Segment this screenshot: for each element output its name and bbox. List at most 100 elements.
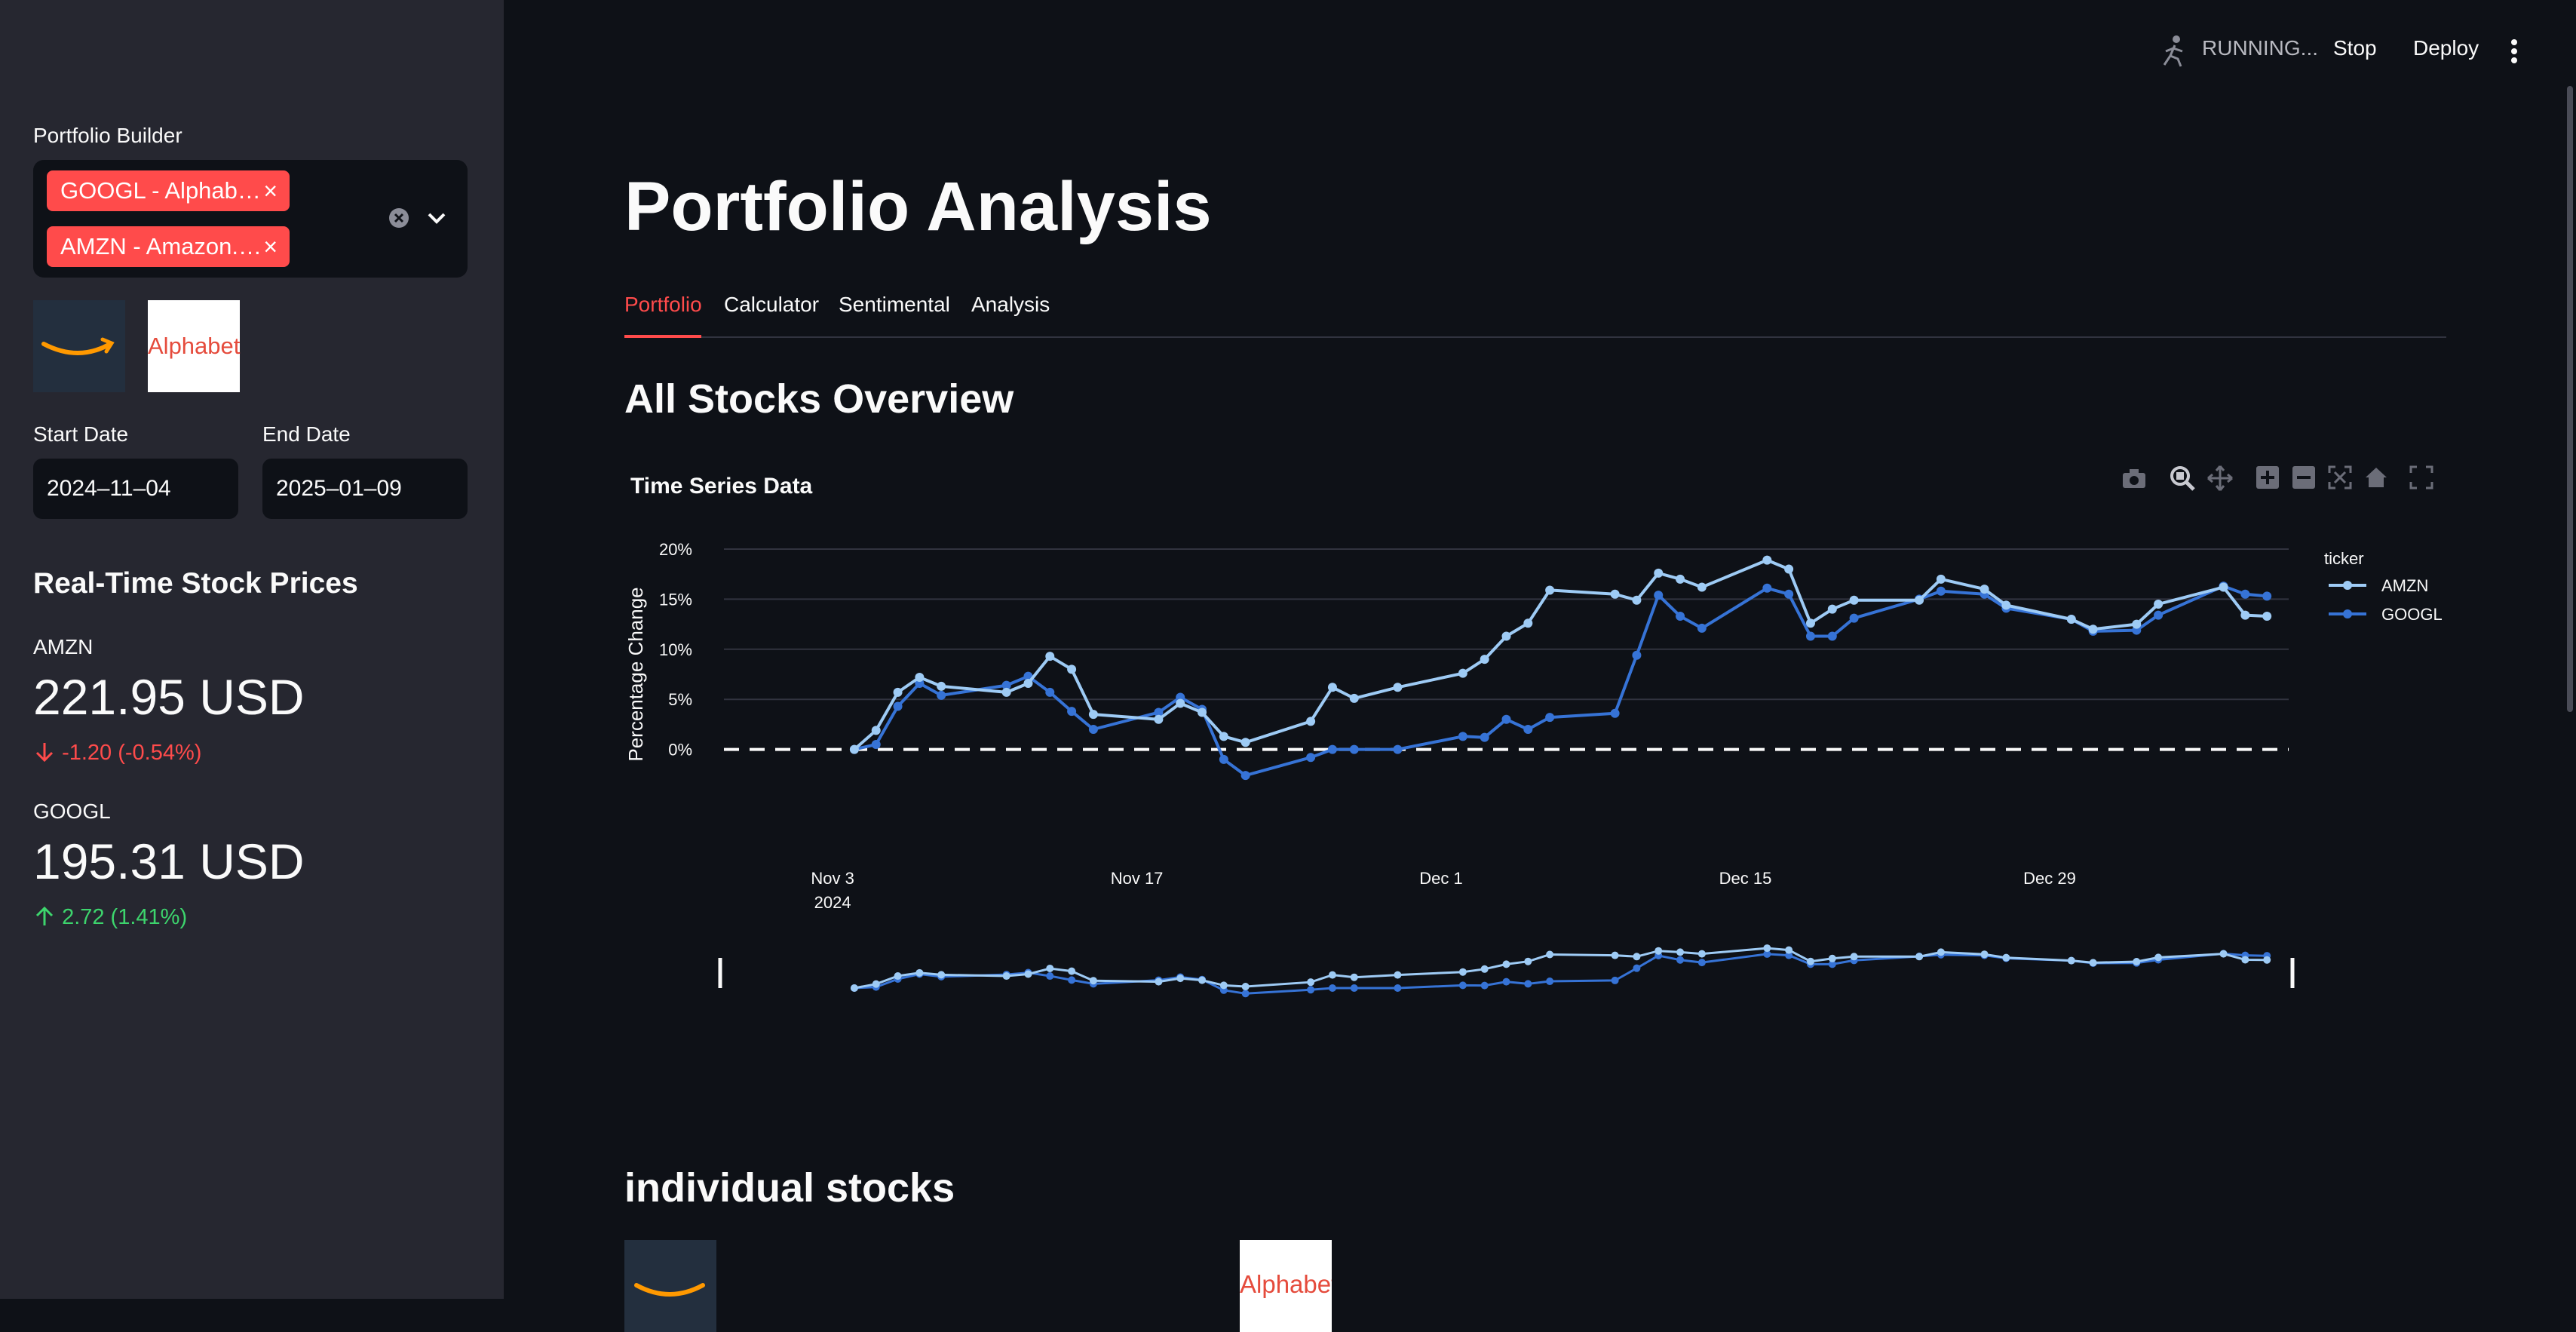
zoom-icon[interactable] <box>2169 465 2196 492</box>
data-point <box>1806 618 1815 628</box>
range-slider-point <box>1915 953 1923 960</box>
stop-button[interactable]: Stop <box>2333 36 2377 60</box>
autoscale-icon[interactable] <box>2327 465 2353 490</box>
range-slider-point <box>1155 978 1162 986</box>
main-menu-icon[interactable] <box>2508 38 2520 65</box>
tab-portfolio[interactable]: Portfolio <box>624 293 702 317</box>
data-point <box>1393 683 1402 692</box>
range-slider-point <box>1546 978 1553 985</box>
pan-icon[interactable] <box>2206 465 2234 492</box>
realtime-prices-title: Real-Time Stock Prices <box>33 567 358 600</box>
legend-item-googl: GOOGL <box>2381 605 2443 624</box>
data-point <box>1850 596 1859 605</box>
y-tick-label: 10% <box>659 640 692 659</box>
data-point <box>1523 618 1532 628</box>
zoom-in-icon[interactable] <box>2255 465 2280 490</box>
data-point <box>1241 771 1250 780</box>
data-point <box>2154 600 2163 609</box>
y-tick-label: 20% <box>659 540 692 559</box>
start-date-input[interactable]: 2024–11–04 <box>33 459 238 519</box>
data-point <box>1654 591 1663 600</box>
data-point <box>1611 709 1620 718</box>
sidebar: Portfolio Builder GOOGL - Alphab… × AMZN… <box>0 0 504 1299</box>
range-slider-point <box>1807 958 1814 965</box>
remove-tag-icon[interactable]: × <box>263 226 278 267</box>
amazon-smile-icon <box>33 300 125 392</box>
range-slider-point <box>1612 977 1619 984</box>
stock-ticker-amzn: AMZN <box>33 635 93 659</box>
data-point <box>1023 679 1032 688</box>
chart-legend[interactable]: ticker AMZN GOOGL <box>2324 549 2443 624</box>
legend-marker <box>2343 609 2352 618</box>
time-series-chart[interactable]: 0% 5% 10% 15% 20% Nov 3 2024 Nov 17 Dec 1 Dec 15… <box>618 520 2473 1003</box>
data-point <box>1545 585 1554 594</box>
clear-all-icon[interactable] <box>388 207 410 229</box>
deploy-button[interactable]: Deploy <box>2413 36 2479 60</box>
y-tick-label: 5% <box>668 690 692 709</box>
data-point <box>1850 614 1859 623</box>
range-slider-point <box>851 984 858 992</box>
remove-tag-icon[interactable]: × <box>263 170 278 211</box>
data-point <box>1045 652 1054 661</box>
camera-icon[interactable] <box>2121 466 2148 490</box>
series-line-amzn <box>854 560 2267 750</box>
data-point <box>2240 590 2249 599</box>
range-slider-point <box>1503 960 1510 968</box>
range-slider-point <box>2133 958 2140 965</box>
data-point <box>1198 707 1207 717</box>
x-tick-label: 2024 <box>814 893 851 912</box>
data-point <box>915 673 924 682</box>
range-slider-point <box>1981 950 1989 958</box>
running-status: RUNNING... <box>2202 36 2318 60</box>
range-slider-point <box>1676 948 1684 956</box>
data-point <box>872 740 881 749</box>
range-slider-point <box>894 972 902 980</box>
chevron-down-icon[interactable] <box>425 208 448 228</box>
data-point <box>1676 612 1685 621</box>
data-point <box>1002 688 1011 697</box>
range-slider-point <box>2263 956 2271 964</box>
section-title: All Stocks Overview <box>624 376 1014 422</box>
portfolio-multiselect[interactable]: GOOGL - Alphab… × AMZN - Amazon.… × <box>33 160 468 278</box>
amazon-logo <box>624 1240 716 1332</box>
home-icon[interactable] <box>2363 465 2389 490</box>
data-point <box>1828 605 1837 614</box>
data-point <box>1350 745 1359 754</box>
range-slider-point <box>1090 977 1097 984</box>
selected-tag-amzn[interactable]: AMZN - Amazon.… × <box>47 226 290 267</box>
data-point <box>1219 732 1228 741</box>
range-slider-point <box>1176 974 1184 982</box>
x-tick-label: Dec 15 <box>1719 869 1772 888</box>
tab-sentimental[interactable]: Sentimental <box>839 293 950 317</box>
data-point <box>1762 556 1771 565</box>
delta-text: -1.20 (-0.54%) <box>62 741 201 765</box>
range-slider-point <box>1198 977 1206 984</box>
data-point <box>1502 632 1511 641</box>
range-slider-point <box>1046 972 1053 980</box>
range-slider-point <box>2090 959 2097 966</box>
stock-price-amzn: 221.95 USD <box>33 668 305 726</box>
zoom-out-icon[interactable] <box>2291 465 2317 490</box>
fullscreen-icon[interactable] <box>2409 465 2434 490</box>
data-point <box>937 691 946 700</box>
range-slider-point <box>1068 968 1075 975</box>
range-slider-point <box>1307 986 1314 993</box>
end-date-input[interactable]: 2025–01–09 <box>262 459 468 519</box>
stock-ticker-googl: GOOGL <box>33 800 111 824</box>
scrollbar[interactable] <box>2567 86 2573 712</box>
range-slider-point <box>1394 971 1401 979</box>
range-slider-point <box>1829 955 1836 962</box>
data-point <box>1306 753 1315 762</box>
range-slider-point <box>1242 990 1250 997</box>
data-point <box>2240 611 2249 620</box>
data-point <box>1176 699 1185 708</box>
data-point <box>2089 625 2098 634</box>
data-point <box>1328 683 1337 692</box>
tab-analysis[interactable]: Analysis <box>971 293 1050 317</box>
data-point <box>1241 738 1250 747</box>
delta-text: 2.72 (1.41%) <box>62 905 187 929</box>
selected-tag-googl[interactable]: GOOGL - Alphab… × <box>47 170 290 211</box>
data-point <box>1067 664 1076 674</box>
data-point <box>1915 596 1924 605</box>
tab-calculator[interactable]: Calculator <box>724 293 819 317</box>
